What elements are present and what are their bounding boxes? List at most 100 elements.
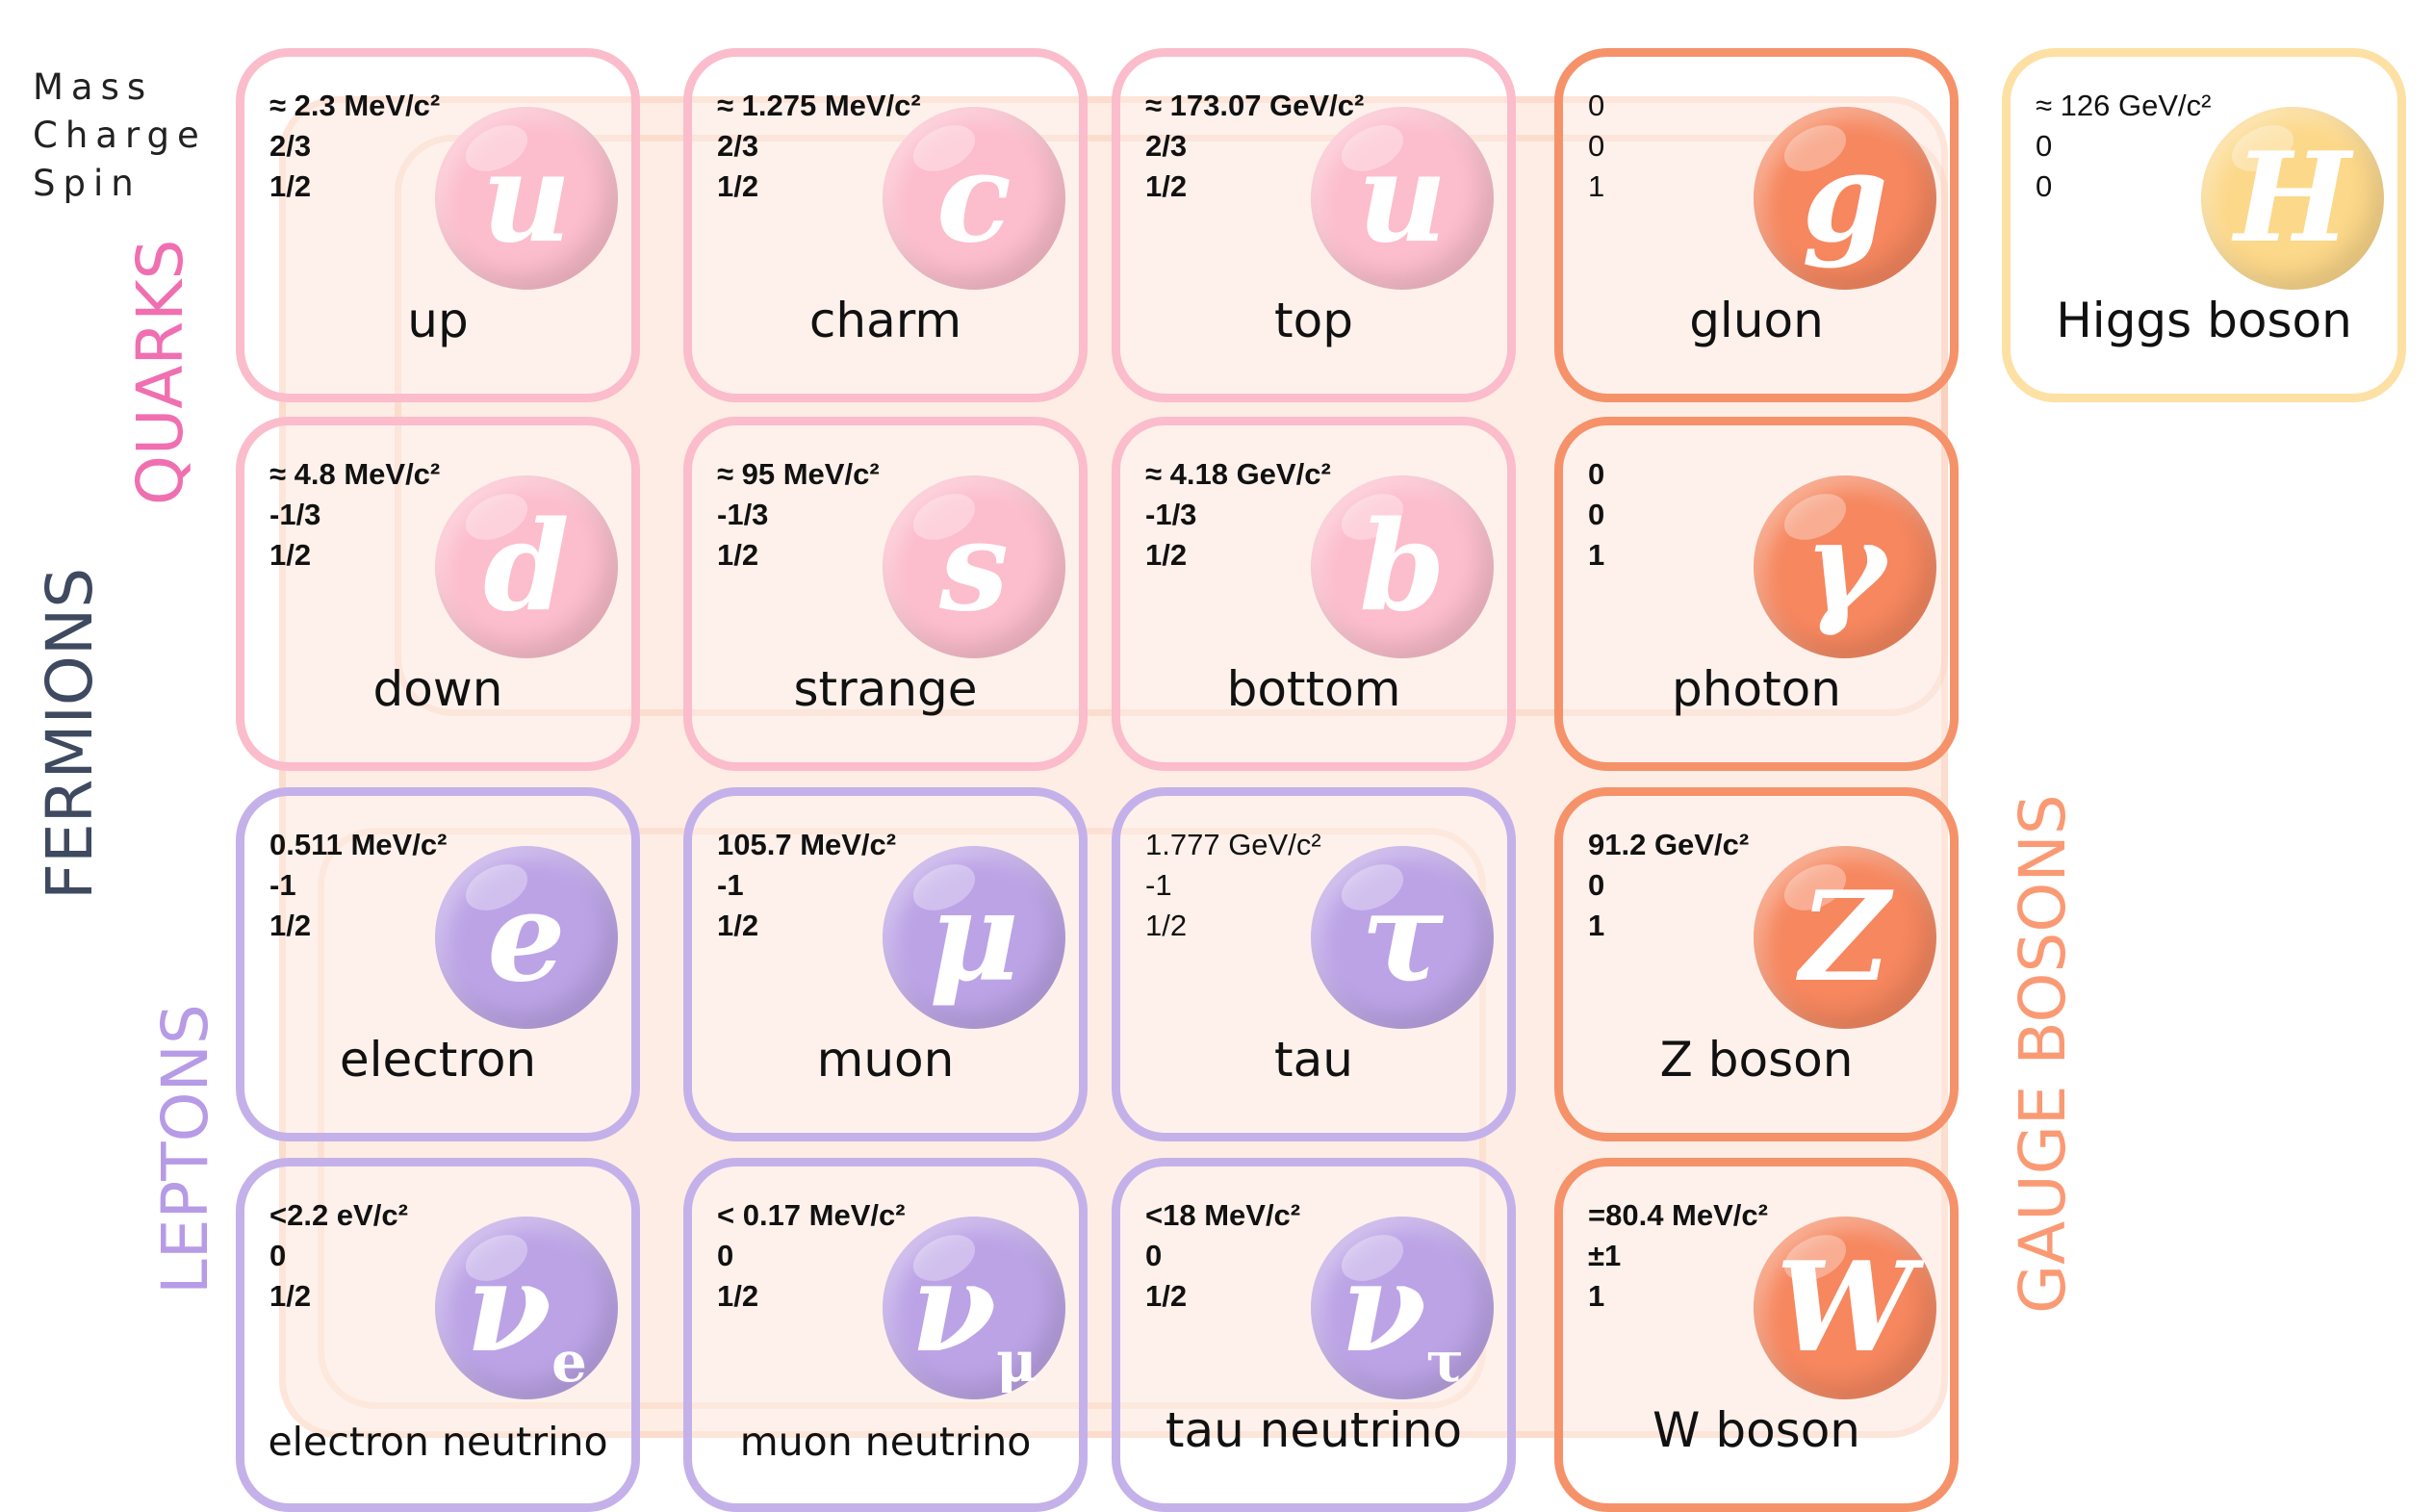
particle-properties: =80.4 MeV/c² ±1 1 xyxy=(1588,1195,1768,1317)
particle-symbol: νμ xyxy=(883,1217,1065,1399)
particle-card-zboson: 91.2 GeV/c² 0 1 Z Z boson xyxy=(1554,787,1959,1141)
particle-symbol-ball: u xyxy=(435,107,618,290)
particle-name: charm xyxy=(808,293,962,348)
particle-card-top: ≈ 173.07 GeV/c² 2/3 1/2 u top xyxy=(1112,48,1516,402)
particle-symbol-letter: γ xyxy=(1804,495,1886,639)
particle-charge: 2/3 xyxy=(1145,129,1188,163)
legend-charge: Charge xyxy=(33,115,207,156)
particle-properties: <18 MeV/c² 0 1/2 xyxy=(1145,1195,1300,1317)
particle-properties: 0.511 MeV/c² -1 1/2 xyxy=(269,825,447,946)
particle-charge: -1 xyxy=(1145,868,1172,902)
particle-mass: 91.2 GeV/c² xyxy=(1588,828,1750,861)
particle-symbol: d xyxy=(435,475,618,658)
particle-charge: 2/3 xyxy=(717,129,759,163)
particle-symbol-letter: ν xyxy=(1341,1236,1426,1380)
particle-charge: -1 xyxy=(717,868,744,902)
particle-symbol-letter: Z xyxy=(1800,865,1890,1010)
particle-name: gluon xyxy=(1689,293,1824,348)
particle-mass: 0.511 MeV/c² xyxy=(269,828,448,861)
gauge-bosons-label: GAUGE BOSONS xyxy=(2006,794,2080,1314)
particle-spin: 1/2 xyxy=(1145,1279,1188,1313)
particle-mass: ≈ 1.275 MeV/c² xyxy=(717,89,921,122)
particle-card-charm: ≈ 1.275 MeV/c² 2/3 1/2 c charm xyxy=(683,48,1088,402)
particle-spin: 0 xyxy=(2036,169,2053,203)
particle-mass: 105.7 MeV/c² xyxy=(717,828,897,861)
particle-spin: 1/2 xyxy=(269,909,312,942)
particle-spin: 1/2 xyxy=(717,538,759,572)
particle-spin: 1/2 xyxy=(717,169,759,203)
particle-symbol-ball: b xyxy=(1311,475,1494,658)
particle-properties: ≈ 173.07 GeV/c² 2/3 1/2 xyxy=(1145,86,1364,207)
particle-mass: ≈ 4.8 MeV/c² xyxy=(269,457,441,491)
particle-symbol-ball: H xyxy=(2201,107,2384,290)
particle-name: muon neutrino xyxy=(739,1419,1032,1465)
particle-properties: ≈ 2.3 MeV/c² 2/3 1/2 xyxy=(269,86,440,207)
particle-name: W boson xyxy=(1653,1402,1860,1458)
particle-symbol: c xyxy=(883,107,1065,290)
particle-properties: ≈ 95 MeV/c² -1/3 1/2 xyxy=(717,454,880,576)
particle-card-strange: ≈ 95 MeV/c² -1/3 1/2 s strange xyxy=(683,417,1088,771)
particle-mass: ≈ 95 MeV/c² xyxy=(717,457,880,491)
particle-charge: 0 xyxy=(1588,498,1605,531)
particle-properties: 1.777 GeV/c² -1 1/2 xyxy=(1145,825,1321,946)
particle-symbol-ball: d xyxy=(435,475,618,658)
particle-name: Z boson xyxy=(1659,1032,1854,1088)
particle-mass: < 0.17 MeV/c² xyxy=(717,1198,906,1232)
particle-name: strange xyxy=(793,661,978,717)
particle-symbol-letter: W xyxy=(1776,1236,1914,1380)
particle-spin: 1/2 xyxy=(1145,169,1188,203)
particle-name: muon xyxy=(816,1032,955,1088)
fermions-label: FERMIONS xyxy=(33,567,107,900)
particle-name: photon xyxy=(1672,661,1841,717)
particle-charge: -1 xyxy=(269,868,296,902)
particle-symbol-letter: c xyxy=(936,126,1012,270)
particle-symbol: g xyxy=(1754,107,1936,290)
particle-spin: 1 xyxy=(1588,538,1605,572)
particle-properties: 91.2 GeV/c² 0 1 xyxy=(1588,825,1749,946)
particle-symbol-ball: νe xyxy=(435,1217,618,1399)
particle-symbol-ball: e xyxy=(435,846,618,1029)
particle-symbol: μ xyxy=(883,846,1065,1029)
particle-symbol-ball: τ xyxy=(1311,846,1494,1029)
particle-name: electron neutrino xyxy=(268,1419,608,1465)
particle-properties: 105.7 MeV/c² -1 1/2 xyxy=(717,825,896,946)
particle-symbol-letter: ν xyxy=(466,1236,551,1380)
particle-spin: 1/2 xyxy=(269,169,312,203)
particle-spin: 1/2 xyxy=(717,1279,759,1313)
particle-symbol-letter: b xyxy=(1359,495,1446,639)
particle-card-gluon: 0 0 1 g gluon xyxy=(1554,48,1959,402)
particle-name: down xyxy=(372,661,503,717)
particle-card-wboson: =80.4 MeV/c² ±1 1 W W boson xyxy=(1554,1158,1959,1512)
particle-mass: ≈ 173.07 GeV/c² xyxy=(1145,89,1365,122)
particle-name: tau neutrino xyxy=(1165,1402,1463,1458)
particle-symbol: γ xyxy=(1754,475,1936,658)
particle-symbol-letter: s xyxy=(938,495,1010,639)
particle-properties: 0 0 1 xyxy=(1588,454,1604,576)
particle-mass: ≈ 4.18 GeV/c² xyxy=(1145,457,1331,491)
particle-card-higgs: ≈ 126 GeV/c² 0 0 H Higgs boson xyxy=(2002,48,2406,402)
particle-properties: ≈ 4.18 GeV/c² -1/3 1/2 xyxy=(1145,454,1331,576)
leptons-label: LEPTONS xyxy=(148,1004,222,1294)
particle-card-tau: 1.777 GeV/c² -1 1/2 τ tau xyxy=(1112,787,1516,1141)
particle-symbol-ball: g xyxy=(1754,107,1936,290)
particle-spin: 1/2 xyxy=(717,909,759,942)
particle-mass: 0 xyxy=(1588,89,1605,122)
particle-spin: 1 xyxy=(1588,909,1605,942)
particle-symbol-subscript: μ xyxy=(996,1328,1038,1395)
particle-symbol-ball: W xyxy=(1754,1217,1936,1399)
particle-symbol-letter: H xyxy=(2234,126,2351,270)
particle-symbol: s xyxy=(883,475,1065,658)
particle-card-electron: 0.511 MeV/c² -1 1/2 e electron xyxy=(236,787,640,1141)
particle-symbol-subscript: e xyxy=(551,1328,587,1395)
particle-charge: 0 xyxy=(2036,129,2053,163)
particle-symbol: νe xyxy=(435,1217,618,1399)
particle-properties: ≈ 126 GeV/c² 0 0 xyxy=(2036,86,2211,207)
particle-symbol: u xyxy=(435,107,618,290)
particle-symbol: τ xyxy=(1311,846,1494,1029)
particle-mass: <2.2 eV/c² xyxy=(269,1198,408,1232)
particle-charge: 2/3 xyxy=(269,129,312,163)
particle-mass: ≈ 2.3 MeV/c² xyxy=(269,89,441,122)
particle-symbol-letter: g xyxy=(1802,126,1888,270)
particle-name: tau xyxy=(1274,1032,1353,1088)
particle-card-munu: < 0.17 MeV/c² 0 1/2 νμ muon neutrino xyxy=(683,1158,1088,1512)
